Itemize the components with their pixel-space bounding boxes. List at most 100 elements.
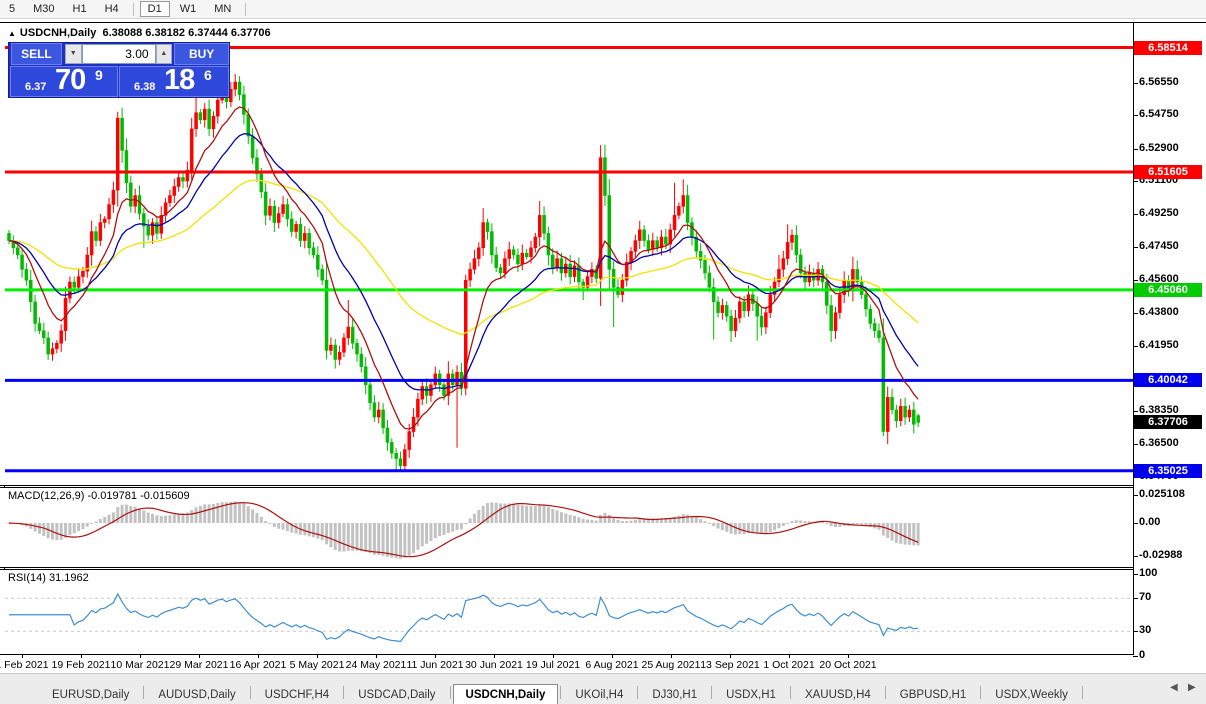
date-label: 19 Jul 2021	[525, 659, 581, 671]
macd-tick-dash	[1133, 523, 1138, 524]
buy-button[interactable]: BUY	[174, 43, 230, 65]
symbol-tab-USDCNH-Daily[interactable]: USDCNH,Daily	[452, 684, 559, 704]
chart-title: ▲ USDCNH,Daily 6.38088 6.38182 6.37444 6.…	[8, 27, 271, 39]
rsi-canvas	[0, 570, 1133, 654]
rsi-panel-top-border	[0, 569, 1133, 570]
price-badge-6.40042: 6.40042	[1134, 373, 1202, 387]
date-tick	[730, 655, 731, 658]
macd-canvas	[0, 488, 1133, 567]
buy-price-prefix: 6.38	[134, 81, 156, 93]
tab-scroll-right-icon[interactable]: ▶	[1188, 682, 1196, 693]
tab-separator	[343, 686, 345, 699]
macd-tick: 0.025108	[1139, 488, 1185, 500]
date-label: 25 Aug 2021	[641, 659, 701, 671]
symbol-tab-USDCAD-Daily[interactable]: USDCAD,Daily	[358, 689, 436, 701]
price-tick: 6.43800	[1139, 306, 1179, 318]
price-plot-canvas	[0, 23, 1133, 485]
timeframe-button-W1[interactable]: W1	[179, 3, 197, 15]
symbol-tab-AUDUSD-Daily[interactable]: AUDUSD,Daily	[158, 689, 236, 701]
sell-price-quote[interactable]: 6.37 70 9	[10, 64, 118, 97]
date-tick	[612, 655, 613, 658]
price-badge-6.51605: 6.51605	[1134, 165, 1202, 179]
chart-window-top-border	[0, 22, 1206, 23]
symbol-tab-DJ30-H1[interactable]: DJ30,H1	[652, 689, 698, 701]
symbol-tab-EURUSD-Daily[interactable]: EURUSD,Daily	[52, 689, 130, 701]
date-tick	[258, 655, 259, 658]
price-tick-dash	[1133, 411, 1138, 412]
rsi-tick: 100	[1139, 567, 1158, 579]
rsi-tick-dash	[1133, 631, 1138, 632]
date-tick	[789, 655, 790, 658]
chart-ohlc-values: 6.38088 6.38182 6.37444 6.37706	[102, 27, 271, 39]
plot-macd-separator	[0, 485, 1133, 486]
date-label: 30 Jun 2021	[465, 659, 523, 671]
chart-symbol-label: USDCNH,Daily	[19, 27, 97, 39]
symbol-tab-GBPUSD-H1[interactable]: GBPUSD,H1	[899, 689, 967, 701]
tab-scroll-left-icon[interactable]: ◀	[1170, 682, 1178, 693]
tab-separator	[637, 686, 639, 699]
date-label: 16 Apr 2021	[229, 659, 287, 671]
price-tick-dash	[1133, 313, 1138, 314]
timeframe-button-5[interactable]: 5	[9, 3, 16, 15]
price-tick: 6.45600	[1139, 273, 1179, 285]
date-label: 1 Feb 2021	[0, 659, 49, 671]
tab-separator	[1081, 686, 1083, 699]
symbol-tab-USDX-H1[interactable]: USDX,H1	[726, 689, 776, 701]
tab-separator	[980, 686, 982, 699]
timeframe-toolbar: 5 M30 H1 H4 D1 W1 MN	[0, 0, 1206, 19]
date-label: 1 Oct 2021	[763, 659, 815, 671]
date-label: 10 Mar 2021	[110, 659, 170, 671]
price-tick-dash	[1133, 149, 1138, 150]
collapse-triangle-icon[interactable]: ▲	[8, 29, 16, 38]
rsi-tick-dash	[1133, 574, 1138, 575]
macd-tick-dash	[1133, 556, 1138, 557]
volume-input[interactable]	[81, 44, 156, 64]
sell-button[interactable]: SELL	[11, 43, 62, 65]
sell-price-pip: 9	[95, 67, 103, 83]
date-tick	[22, 655, 23, 658]
volume-decrease-button[interactable]: ▼	[64, 44, 82, 64]
symbol-tab-XAUUSD-H4[interactable]: XAUUSD,H4	[804, 689, 871, 701]
volume-increase-button[interactable]: ▲	[155, 44, 173, 64]
sell-price-prefix: 6.37	[25, 81, 47, 93]
bottom-tab-strip: EURUSD,Daily AUDUSD,Daily USDCHF,H4 USDCAD,…	[0, 673, 1206, 704]
price-tick: 6.41950	[1139, 339, 1179, 351]
date-label: 29 Mar 2021	[169, 659, 229, 671]
price-tick-dash	[1133, 280, 1138, 281]
symbol-tab-UKOil-H4[interactable]: UKOil,H4	[575, 689, 624, 701]
symbol-tab-USDCHF-H4[interactable]: USDCHF,H4	[264, 689, 330, 701]
buy-price-quote[interactable]: 6.38 18 6	[119, 64, 229, 97]
trade-panel-top-row: SELL ▼ ▲ BUY	[9, 43, 230, 65]
price-tick: 6.56550	[1139, 76, 1179, 88]
price-tick: 6.52900	[1139, 142, 1179, 154]
tab-separator	[789, 686, 791, 699]
date-label: 5 May 2021	[289, 659, 345, 671]
date-tick	[81, 655, 82, 658]
date-tick	[494, 655, 495, 658]
price-tick-dash	[1133, 247, 1138, 248]
timeframe-button-MN[interactable]: MN	[214, 3, 232, 15]
date-tick	[848, 655, 849, 658]
buy-price-pip: 6	[204, 67, 212, 83]
date-tick	[553, 655, 554, 658]
macd-tick: 0.00	[1139, 516, 1161, 528]
date-tick	[317, 655, 318, 658]
timeframe-button-H4[interactable]: H4	[104, 3, 119, 15]
date-tick	[376, 655, 377, 658]
price-tick-dash	[1133, 444, 1138, 445]
date-tick	[199, 655, 200, 658]
symbol-tab-USDX-Weekly[interactable]: USDX,Weekly	[995, 689, 1068, 701]
timeframe-button-M30[interactable]: M30	[33, 3, 55, 15]
date-axis: 1 Feb 2021 19 Feb 2021 10 Mar 2021 29 Mar 2…	[0, 655, 1133, 673]
rsi-tick-dash	[1133, 656, 1138, 657]
price-badge-6.35025: 6.35025	[1134, 464, 1202, 478]
price-tick: 6.49250	[1139, 207, 1179, 219]
rsi-bottom-border	[0, 654, 1133, 655]
tab-separator	[560, 686, 562, 699]
price-axis-line	[1133, 23, 1134, 655]
date-label: 6 Aug 2021	[585, 659, 639, 671]
date-label: 24 May 2021	[345, 659, 407, 671]
timeframe-button-H1[interactable]: H1	[72, 3, 87, 15]
timeframe-button-D1[interactable]: D1	[139, 1, 170, 17]
rsi-indicator-label: RSI(14) 31.1962	[8, 572, 89, 584]
